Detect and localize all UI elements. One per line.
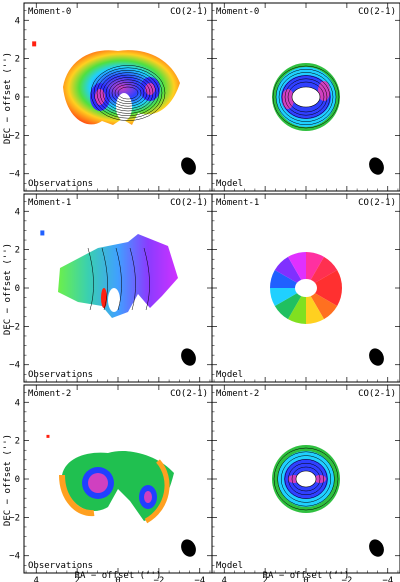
- beam-ellipse: [369, 348, 384, 366]
- y-tick-label: −4: [9, 361, 20, 371]
- panel-moment-2-observations: 4 2 0 −2 −4 4 2 0 −2 −4 Moment-2 CO(2-1) Observation…: [9, 384, 213, 582]
- map-image: [270, 252, 342, 324]
- line-label: CO(2-1): [358, 7, 396, 17]
- map-image: [40, 230, 178, 318]
- x-tick-label: −4: [194, 576, 205, 582]
- x-tick-label: 0: [303, 576, 308, 582]
- y-tick-label: 2: [15, 55, 20, 65]
- map-image: [46, 434, 174, 524]
- y-axis-label-row1: DEC − offset (''): [3, 243, 13, 335]
- x-tick-label: 4: [34, 576, 39, 582]
- beam-ellipse: [369, 539, 384, 557]
- x-tick-label: 2: [262, 576, 267, 582]
- source-label: Observations: [28, 179, 93, 189]
- panel-moment-2-model: 4 2 0 −2 −4 Moment-2 CO(2-1) Model: [211, 384, 400, 582]
- source-label: Observations: [28, 370, 93, 380]
- line-label: CO(2-1): [170, 7, 208, 17]
- map-image: [272, 445, 340, 513]
- beam-ellipse: [369, 157, 384, 175]
- moment-label: Moment-2: [28, 389, 71, 399]
- beam-ellipse: [181, 539, 196, 557]
- moment-label: Moment-0: [216, 7, 259, 17]
- moment-label: Moment-1: [216, 198, 259, 208]
- panel-moment-1-observations: 4 2 0 −2 −4 Moment-1 CO(2-1) Observations: [9, 193, 213, 383]
- y-tick-label: 0: [15, 284, 20, 294]
- y-tick-label: 4: [15, 16, 20, 26]
- x-tick-label: −2: [153, 576, 164, 582]
- y-axis-label-row0: DEC − offset (''): [3, 52, 13, 144]
- y-tick-label: 2: [15, 246, 20, 256]
- moment-label: Moment-1: [28, 198, 71, 208]
- x-axis-label-left: RA − offset (''): [75, 571, 162, 581]
- line-label: CO(2-1): [358, 198, 396, 208]
- moment-label: Moment-2: [216, 389, 259, 399]
- x-tick-label: −2: [341, 576, 352, 582]
- line-label: CO(2-1): [170, 389, 208, 399]
- y-tick-label: −2: [9, 131, 20, 141]
- y-tick-label: −2: [9, 322, 20, 332]
- x-tick-label: 4: [222, 576, 227, 582]
- panel-moment-0-observations: 4 2 0 −2 −4 Moment-0 CO(2-1) Observations: [9, 2, 213, 192]
- source-label: Model: [216, 370, 243, 380]
- y-tick-label: −4: [9, 170, 20, 180]
- beam-ellipse: [181, 157, 196, 175]
- y-axis-label-row2: DEC − offset (''): [3, 434, 13, 526]
- y-tick-label: 4: [15, 207, 20, 217]
- y-tick-label: 4: [15, 398, 20, 408]
- x-tick-label: 2: [74, 576, 79, 582]
- y-tick-label: 2: [15, 437, 20, 447]
- line-label: CO(2-1): [358, 389, 396, 399]
- y-tick-label: 0: [15, 93, 20, 103]
- beam-ellipse: [181, 348, 196, 366]
- source-label: Model: [216, 561, 243, 571]
- x-axis-label-right: RA − offset (''): [263, 571, 350, 581]
- y-tick-label: −4: [9, 552, 20, 562]
- x-tick-label: −4: [382, 576, 393, 582]
- map-image: [32, 41, 180, 125]
- y-tick-label: 0: [15, 475, 20, 485]
- map-image: [272, 63, 340, 131]
- source-label: Model: [216, 179, 243, 189]
- y-tick-label: −2: [9, 513, 20, 523]
- source-label: Observations: [28, 561, 93, 571]
- moment-label: Moment-0: [28, 7, 71, 17]
- panel-moment-1-model: Moment-1 CO(2-1) Model: [211, 193, 400, 383]
- line-label: CO(2-1): [170, 198, 208, 208]
- x-tick-label: 0: [115, 576, 120, 582]
- panel-moment-0-model: Moment-0 CO(2-1) Model: [211, 2, 400, 192]
